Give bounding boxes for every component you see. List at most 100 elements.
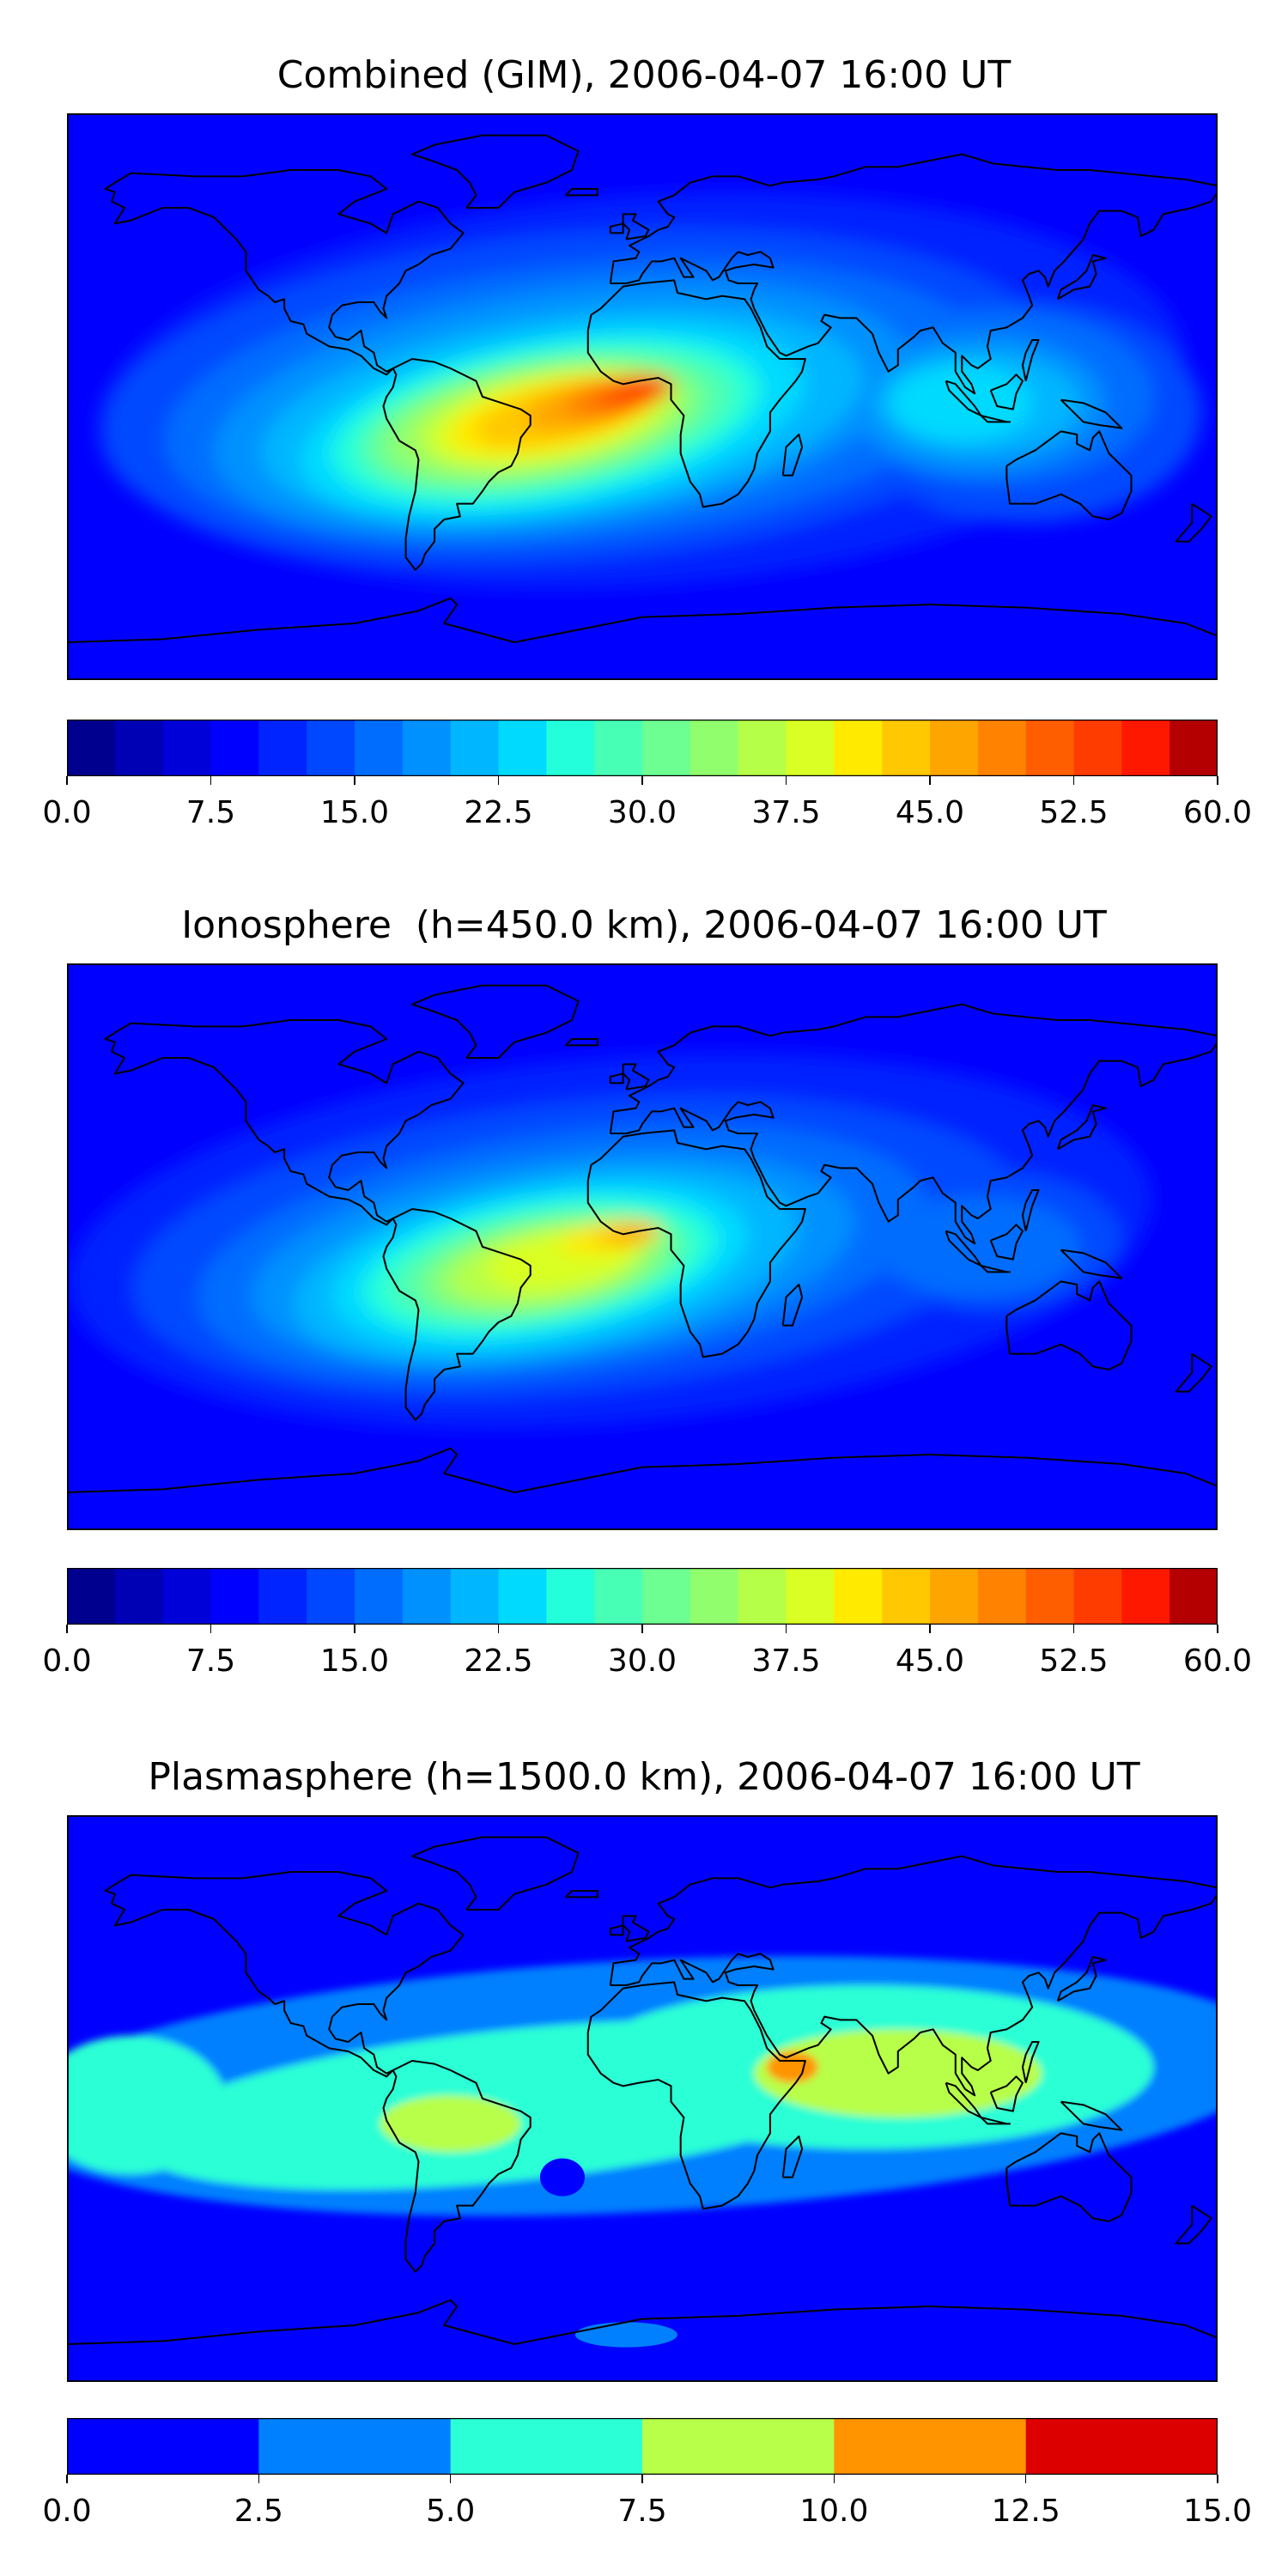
colorbar-swatch xyxy=(67,720,116,776)
colorbar-swatch xyxy=(977,720,1027,776)
colorbar-tick-label: 2.5 xyxy=(234,2494,283,2529)
colorbar-tick-label: 12.5 xyxy=(991,2494,1060,2529)
colorbar-swatch xyxy=(786,1568,835,1625)
colorbar-swatch xyxy=(307,1568,355,1625)
colorbar-tick-mark xyxy=(258,2475,260,2483)
colorbar-tick-mark xyxy=(1217,2475,1218,2483)
colorbar-tick-label: 0.0 xyxy=(42,1643,92,1679)
colorbar-tick-mark xyxy=(66,1625,68,1633)
colorbar-tick-mark xyxy=(66,776,68,785)
colorbar-tick-mark xyxy=(785,776,787,785)
colorbar-tick-label: 37.5 xyxy=(751,795,821,830)
colorbar-tick-label: 7.5 xyxy=(617,2494,667,2529)
colorbar-swatch xyxy=(258,720,307,776)
colorbar-swatch xyxy=(642,1568,691,1625)
colorbar-tick-label: 5.0 xyxy=(426,2494,476,2529)
colorbar-swatch xyxy=(594,720,643,776)
colorbar-border xyxy=(67,720,1218,776)
colorbar-swatch xyxy=(738,1568,787,1625)
colorbar-tick-label: 7.5 xyxy=(185,1643,236,1679)
colorbar-tick-label: 52.5 xyxy=(1039,1643,1109,1679)
colorbar-tick-mark xyxy=(1072,776,1075,785)
colorbar-tick-label: 37.5 xyxy=(751,1643,821,1679)
colorbar-swatch xyxy=(355,1568,404,1625)
colorbar-swatch xyxy=(498,720,547,776)
colorbar-tick-label: 15.0 xyxy=(319,1643,390,1679)
colorbar-tick-mark xyxy=(641,776,643,785)
colorbar-tick-label: 10.0 xyxy=(799,2494,869,2529)
map-ionosphere xyxy=(67,963,1218,1530)
panel-title-combined: Combined (GIM), 2006-04-07 16:00 UT xyxy=(276,53,1012,97)
colorbar-swatch xyxy=(498,1568,547,1625)
colorbar-tick-label: 60.0 xyxy=(1182,795,1253,830)
colorbar-swatch xyxy=(834,1568,883,1625)
colorbar-tick-mark xyxy=(449,2475,452,2483)
colorbar-tick-label: 15.0 xyxy=(1182,2494,1253,2529)
colorbar-tick-mark xyxy=(354,776,355,785)
map-plasmasphere xyxy=(67,1815,1218,2382)
colorbar-tick-mark xyxy=(1217,1625,1218,1633)
colorbar-swatch xyxy=(738,720,787,776)
colorbar-swatch xyxy=(786,720,835,776)
colorbar-swatch xyxy=(67,1568,116,1625)
colorbar-swatch xyxy=(162,1568,211,1625)
colorbar-swatch xyxy=(450,720,499,776)
colorbar-swatch xyxy=(355,720,404,776)
contour-level-21 xyxy=(614,379,671,402)
contour-bands xyxy=(69,1052,1152,1429)
colorbar-swatch xyxy=(690,1568,739,1625)
contour-level-3 xyxy=(754,2029,1042,2117)
colorbar-tick-mark xyxy=(641,2475,643,2483)
colorbar-swatch xyxy=(1170,1568,1218,1625)
colorbar-swatch xyxy=(210,1568,259,1625)
panel-title-plasmasphere: Plasmasphere (h=1500.0 km), 2006-04-07 1… xyxy=(148,1755,1140,1799)
colorbar-swatch xyxy=(1025,2418,1218,2475)
colorbar-tick-label: 60.0 xyxy=(1182,1643,1253,1679)
colorbar-swatch xyxy=(1025,720,1074,776)
colorbar-swatch xyxy=(402,1568,452,1625)
colorbar-swatch xyxy=(402,720,452,776)
colorbar-swatch xyxy=(1121,1568,1170,1625)
colorbar-swatch xyxy=(450,2418,643,2475)
colorbar-swatch xyxy=(114,720,164,776)
colorbar-tick-label: 30.0 xyxy=(607,1643,677,1679)
colorbar-tick-mark xyxy=(1217,776,1218,785)
colorbar-swatch xyxy=(258,2418,452,2475)
colorbar-swatch xyxy=(594,1568,643,1625)
colorbar-swatch xyxy=(690,720,739,776)
colorbar-tick-label: 22.5 xyxy=(464,795,533,830)
colorbar-combined xyxy=(67,720,1218,776)
colorbar-swatch xyxy=(114,1568,164,1625)
coastlines xyxy=(67,134,1218,644)
colorbar-swatch xyxy=(67,2418,259,2475)
colorbar-swatch xyxy=(834,720,883,776)
colorbar-tick-mark xyxy=(929,776,931,785)
coastlines xyxy=(67,984,1218,1494)
colorbar-tick-label: 52.5 xyxy=(1039,795,1109,830)
colorbar-swatch xyxy=(642,720,691,776)
colorbar-tick-mark xyxy=(210,776,212,785)
colorbar-tick-mark xyxy=(785,1625,787,1633)
colorbar-tick-label: 15.0 xyxy=(319,795,390,830)
map-combined xyxy=(67,113,1218,680)
colorbar-swatch xyxy=(162,720,211,776)
contour-level-4 xyxy=(767,2051,818,2083)
colorbar-tick-label: 0.0 xyxy=(42,2494,92,2529)
colorbar-swatch xyxy=(642,2418,835,2475)
colorbar-tick-mark xyxy=(497,776,500,785)
contour-level-0 xyxy=(539,2158,585,2196)
colorbar-tick-mark xyxy=(354,1625,355,1633)
colorbar-swatch xyxy=(258,1568,307,1625)
colorbar-ionosphere xyxy=(67,1568,1218,1625)
colorbar-swatch xyxy=(450,1568,499,1625)
colorbar-tick-mark xyxy=(929,1625,931,1633)
colorbar-swatch xyxy=(546,1568,595,1625)
colorbar-swatch xyxy=(1121,720,1170,776)
contour-level-1 xyxy=(574,2322,677,2348)
colorbar-swatch xyxy=(977,1568,1027,1625)
colorbar-swatch xyxy=(210,720,259,776)
colorbar-swatch xyxy=(307,720,355,776)
colorbar-tick-mark xyxy=(1072,1625,1075,1633)
colorbar-swatch xyxy=(1025,1568,1074,1625)
colorbar-tick-mark xyxy=(497,1625,500,1633)
